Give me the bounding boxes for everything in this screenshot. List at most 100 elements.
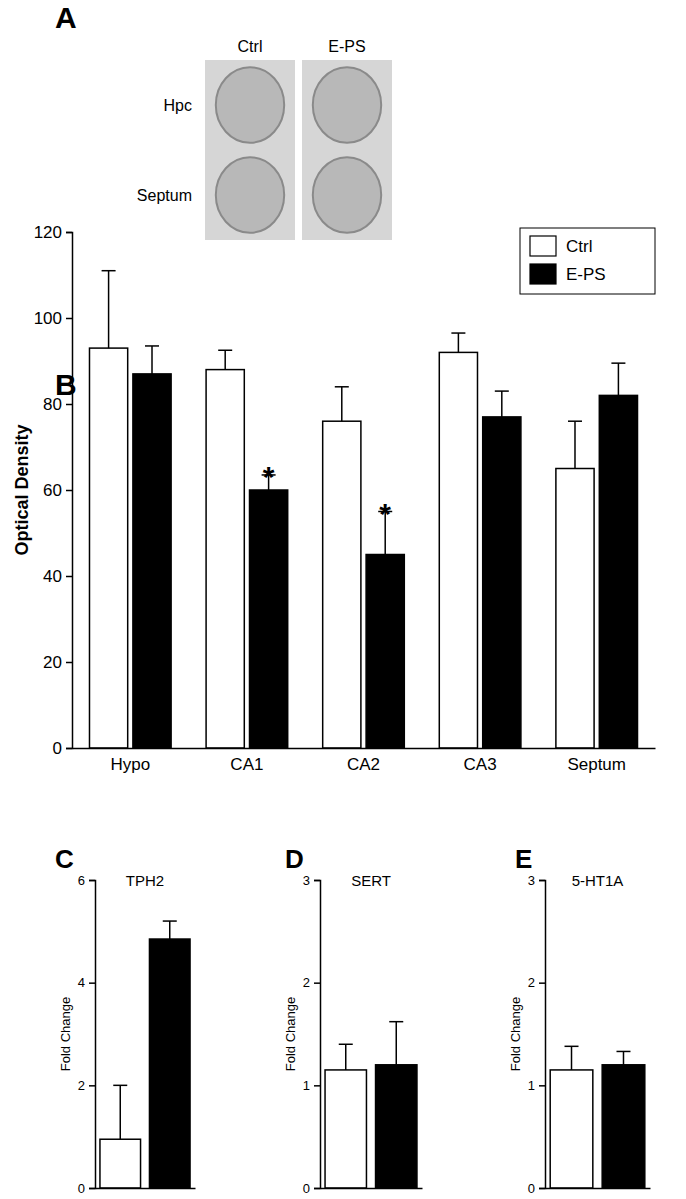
- bar: [250, 490, 288, 748]
- plot-area: [550, 1046, 645, 1188]
- legend-label: Ctrl: [566, 237, 592, 256]
- tick: CA1: [230, 748, 263, 774]
- panel-a: ACtrlE-PSHpcSeptum: [55, 1, 392, 240]
- bar: [483, 417, 521, 748]
- axis-line: [539, 881, 546, 1189]
- error-line: [501, 391, 503, 417]
- y-axis: 0 1 2 3: [303, 873, 321, 1196]
- legend-swatch: [530, 264, 556, 284]
- tick: 2: [528, 975, 545, 990]
- tick-label: 60: [43, 481, 62, 500]
- tick: 120: [34, 223, 72, 242]
- bar-chart: **020406080100120HypoCA1CA2CA3SeptumOpti…: [12, 223, 656, 774]
- y-axis: 0246: [78, 873, 96, 1196]
- y-axis-title: Optical Density: [12, 424, 32, 555]
- tick-label: 2: [78, 1078, 85, 1093]
- tick-label: Hypo: [110, 755, 150, 774]
- tick-label: 2: [303, 975, 310, 990]
- error-line: [618, 363, 620, 395]
- tick-mark: [89, 982, 95, 984]
- error-cap: [102, 270, 116, 272]
- error-cap: [389, 1021, 403, 1023]
- tick: 0: [303, 1181, 320, 1196]
- axis-line: [96, 1188, 196, 1190]
- column-label: E-PS: [328, 38, 365, 55]
- error-cap: [611, 362, 625, 364]
- error-line: [151, 346, 153, 374]
- tick: 1: [528, 1078, 545, 1093]
- error-bar: [568, 421, 582, 468]
- tick: 0: [78, 1181, 95, 1196]
- tick: 60: [43, 481, 72, 500]
- tick-label: 3: [303, 873, 310, 888]
- tick-mark: [314, 880, 320, 882]
- tick-label: Septum: [567, 755, 626, 774]
- bar: [325, 1070, 366, 1188]
- error-line: [341, 387, 343, 421]
- legend: CtrlE-PS: [520, 228, 655, 294]
- error-line: [119, 1085, 121, 1139]
- error-bar: [611, 363, 625, 395]
- bar-chart: 0123Fold Change5-HT1AE: [508, 844, 651, 1196]
- significance: *: [263, 460, 275, 493]
- tick-label: 1: [303, 1078, 310, 1093]
- axis-line: [321, 1188, 423, 1190]
- tick: Hypo: [110, 748, 150, 774]
- tick-mark: [539, 1085, 545, 1087]
- y-axis: 020406080100120: [34, 223, 73, 758]
- x-axis: HypoCA1CA2CA3Septum: [73, 748, 656, 774]
- panel-letter: D: [285, 844, 304, 874]
- tick: Septum: [567, 748, 626, 774]
- tick: 2: [303, 975, 320, 990]
- error-cap: [568, 420, 582, 422]
- error-line: [108, 271, 110, 348]
- column-label: Ctrl: [238, 38, 263, 55]
- bar: [100, 1139, 141, 1188]
- bar: [556, 469, 594, 749]
- tick-label: 100: [34, 309, 62, 328]
- tissue: [313, 157, 381, 233]
- chart-title: TPH2: [126, 872, 164, 889]
- bar-chart: 0123Fold ChangeSERTD: [283, 844, 423, 1196]
- axis-line: [66, 233, 73, 749]
- error-cap: [616, 1051, 630, 1053]
- error-bar: [339, 1044, 353, 1070]
- error-cap: [565, 1046, 579, 1048]
- tick-label: 3: [528, 873, 535, 888]
- tick-label: 1: [528, 1078, 535, 1093]
- error-line: [571, 1046, 573, 1070]
- tick-mark: [539, 1188, 545, 1190]
- section-image: [302, 60, 392, 150]
- section-image: [302, 150, 392, 240]
- error-line: [169, 921, 171, 939]
- tick-label: 0: [53, 739, 62, 758]
- tick-mark: [314, 1188, 320, 1190]
- bar-chart: 0246Fold ChangeTPH2C: [55, 844, 196, 1196]
- tick: 0: [53, 739, 72, 758]
- bar: [376, 1065, 417, 1188]
- panel-letter: B: [55, 368, 77, 401]
- error-bar: [495, 391, 509, 417]
- y-axis-title: Fold Change: [283, 997, 298, 1071]
- tick-mark: [89, 1085, 95, 1087]
- section-image: [205, 150, 295, 240]
- error-line: [395, 1022, 397, 1065]
- error-bar: [389, 1022, 403, 1065]
- tick-label: 0: [303, 1181, 310, 1196]
- tick-label: 20: [43, 653, 62, 672]
- axis-line: [89, 881, 96, 1189]
- tick: 2: [78, 1078, 95, 1093]
- tick: 40: [43, 567, 72, 586]
- error-cap: [218, 350, 232, 352]
- bar: [599, 395, 637, 748]
- bar: [89, 348, 127, 748]
- tick-mark: [66, 318, 72, 320]
- y-axis-title: Fold Change: [508, 997, 523, 1071]
- tick: 1: [303, 1078, 320, 1093]
- tick-mark: [66, 232, 72, 234]
- panel-letter: E: [515, 844, 532, 874]
- bar: [366, 555, 404, 749]
- plot-area: [89, 271, 637, 748]
- tick-label: 0: [528, 1181, 535, 1196]
- error-cap: [163, 920, 177, 922]
